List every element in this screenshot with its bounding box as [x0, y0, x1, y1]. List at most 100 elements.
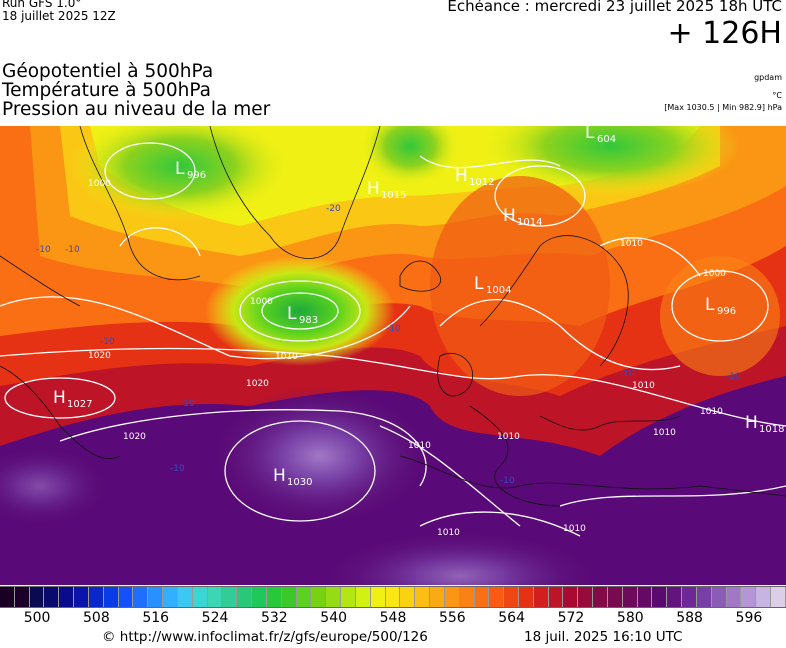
- color-swatch: [0, 587, 15, 607]
- isobar-label: 1000: [250, 297, 273, 307]
- isobar-label: 1010: [437, 528, 460, 538]
- map-titles: Géopotentiel à 500hPa Température à 500h…: [2, 62, 270, 119]
- units-legend: gpdam °C [Max 1030.5 | Min 982.9] hPa: [664, 72, 782, 114]
- color-swatch: [29, 587, 45, 607]
- center-label: H: [367, 179, 380, 199]
- isobar-label: 1010: [275, 352, 298, 362]
- title-geopotential: Géopotentiel à 500hPa: [2, 61, 214, 82]
- color-swatch: [756, 587, 772, 607]
- scale-label: 556: [438, 610, 466, 626]
- isobar-label: 1010: [620, 239, 643, 249]
- temperature-label: -10: [36, 245, 51, 255]
- center-value: 996: [187, 170, 206, 181]
- scale-label: 572: [557, 610, 585, 626]
- color-swatch: [459, 587, 475, 607]
- color-swatch: [726, 587, 742, 607]
- color-swatch: [741, 587, 757, 607]
- isobar-label: 1020: [246, 379, 269, 389]
- center-value: 1004: [486, 285, 511, 296]
- isobar-label: 1010: [700, 407, 723, 417]
- color-scale: [0, 586, 786, 608]
- title-temperature: Température à 500hPa: [2, 80, 211, 101]
- color-swatch: [711, 587, 727, 607]
- color-swatch: [237, 587, 253, 607]
- color-swatch: [370, 587, 386, 607]
- color-swatch: [637, 587, 653, 607]
- center-label: L: [474, 274, 484, 294]
- color-swatch: [578, 587, 594, 607]
- unit-pressure-range: [Max 1030.5 | Min 982.9] hPa: [664, 103, 782, 112]
- source-url: © http://www.infoclimat.fr/z/gfs/europe/…: [102, 629, 428, 645]
- scale-label: 500: [23, 610, 51, 626]
- temperature-label: -10: [180, 399, 195, 409]
- temperature-label: -10: [726, 372, 741, 382]
- coastlines: [0, 126, 786, 507]
- color-swatch: [133, 587, 149, 607]
- scale-label: 508: [83, 610, 110, 626]
- color-swatch: [504, 587, 519, 607]
- color-swatch: [667, 587, 683, 607]
- color-swatch: [266, 587, 282, 607]
- run-info: Run GFS 1.0° 18 juillet 2025 12Z: [2, 0, 116, 23]
- color-swatch: [341, 587, 356, 607]
- temperature-label: -10: [65, 245, 80, 255]
- isobar-label: 1010: [632, 381, 655, 391]
- color-swatch: [430, 587, 445, 607]
- center-label: H: [503, 206, 516, 226]
- color-swatch: [14, 587, 30, 607]
- color-swatch: [622, 587, 638, 607]
- color-swatch: [326, 587, 342, 607]
- color-swatch: [489, 587, 505, 607]
- color-swatch: [400, 587, 416, 607]
- color-swatch: [222, 587, 238, 607]
- center-label: H: [273, 466, 286, 486]
- color-swatch: [103, 587, 119, 607]
- color-swatch: [163, 587, 178, 607]
- isobar-label: 1010: [563, 524, 586, 534]
- isobars: [0, 142, 786, 537]
- scale-label: 564: [498, 610, 526, 626]
- color-swatch: [252, 587, 267, 607]
- center-label: L: [585, 126, 595, 143]
- scale-label: 596: [735, 610, 763, 626]
- temperature-label: -10: [386, 324, 401, 334]
- color-scale-labels: 5005085165245325405485565645725805885966…: [0, 610, 786, 630]
- color-swatch: [771, 587, 786, 607]
- center-label: L: [287, 304, 297, 324]
- run-date: 18 juillet 2025 12Z: [2, 9, 116, 23]
- color-swatch: [355, 587, 371, 607]
- isobar-label: 1000: [703, 269, 726, 279]
- center-label: H: [53, 388, 66, 408]
- color-swatch: [177, 587, 193, 607]
- color-swatch: [518, 587, 534, 607]
- color-swatch: [148, 587, 164, 607]
- color-swatch: [192, 587, 208, 607]
- pressure-centers: L 996 L 604 H 1015 H 1012 H 1014 L 1004 …: [53, 126, 784, 488]
- center-value: 983: [299, 315, 318, 326]
- color-swatch: [118, 587, 134, 607]
- color-swatch: [88, 587, 104, 607]
- center-value: 604: [597, 134, 616, 145]
- center-label: H: [745, 413, 758, 433]
- isobar-label: 1020: [123, 432, 146, 442]
- color-swatch: [563, 587, 579, 607]
- scale-label: 588: [676, 610, 703, 626]
- run-model: Run GFS 1.0°: [2, 0, 82, 10]
- temperature-labels: -10 -10 -20 -10 -10 -10 -10 -10 -10 -10: [36, 204, 741, 486]
- title-pressure: Pression au niveau de la mer: [2, 99, 271, 120]
- color-swatch: [44, 587, 60, 607]
- unit-temperature: °C: [772, 91, 782, 100]
- color-swatch: [548, 587, 564, 607]
- temperature-label: -10: [100, 337, 115, 347]
- color-swatch: [385, 587, 401, 607]
- temperature-label: -10: [500, 476, 515, 486]
- forecast-lead-time: + 126H: [667, 16, 783, 51]
- color-swatch: [207, 587, 223, 607]
- color-swatch: [311, 587, 327, 607]
- scale-label: 540: [320, 610, 348, 626]
- color-swatch: [696, 587, 712, 607]
- color-swatch: [281, 587, 297, 607]
- isobar-label: 1010: [653, 428, 676, 438]
- color-swatch: [74, 587, 89, 607]
- center-value: 1027: [67, 399, 92, 410]
